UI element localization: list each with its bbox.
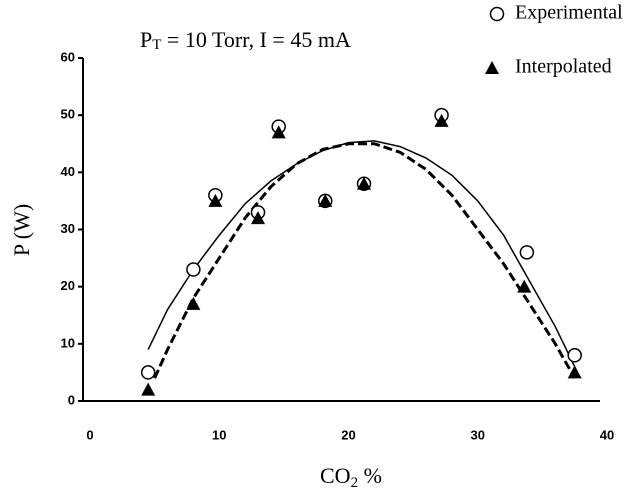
data-point [357,176,372,190]
data-point [251,211,266,225]
legend-marker [489,6,505,22]
data-point [318,193,333,207]
x-label-sub: 2 [351,475,359,491]
y-tick-label: 20 [61,278,75,293]
x-label-part: % [358,463,382,488]
x-tick-label: 40 [600,427,614,442]
title-sub: T [152,37,161,53]
title-part: P [140,27,152,52]
data-point [567,348,582,363]
x-label-part: CO [320,463,351,488]
data-point [141,382,156,396]
x-tick-label: 10 [212,427,226,442]
x-axis-label: CO2 % [320,463,382,491]
y-axis-label: P (W) [9,204,34,256]
y-tick-label: 30 [61,221,75,236]
x-tick-label: 20 [341,427,355,442]
y-tick-label: 0 [68,392,75,407]
legend-marker [485,61,499,74]
x-tick-label: 30 [471,427,485,442]
x-tick-label: 0 [86,427,93,442]
fit-curve [147,140,576,368]
data-point [271,125,286,139]
y-tick-label: 50 [61,107,75,122]
data-point [519,245,535,260]
data-point [208,193,223,207]
data-point [517,279,532,293]
data-point [186,296,201,310]
fit-curve [153,142,576,379]
data-point [567,365,582,379]
legend-label: Experimental [515,2,623,24]
chart-title: PT = 10 Torr, I = 45 mA [140,27,351,53]
legend-label: Interpolated [515,56,612,78]
data-point [140,365,156,380]
data-point [434,113,449,127]
title-part: = 10 Torr, I = 45 mA [161,27,351,52]
data-point [186,262,201,277]
y-tick-label: 10 [61,335,75,350]
y-tick-label: 60 [61,49,75,64]
y-tick-label: 40 [61,164,75,179]
